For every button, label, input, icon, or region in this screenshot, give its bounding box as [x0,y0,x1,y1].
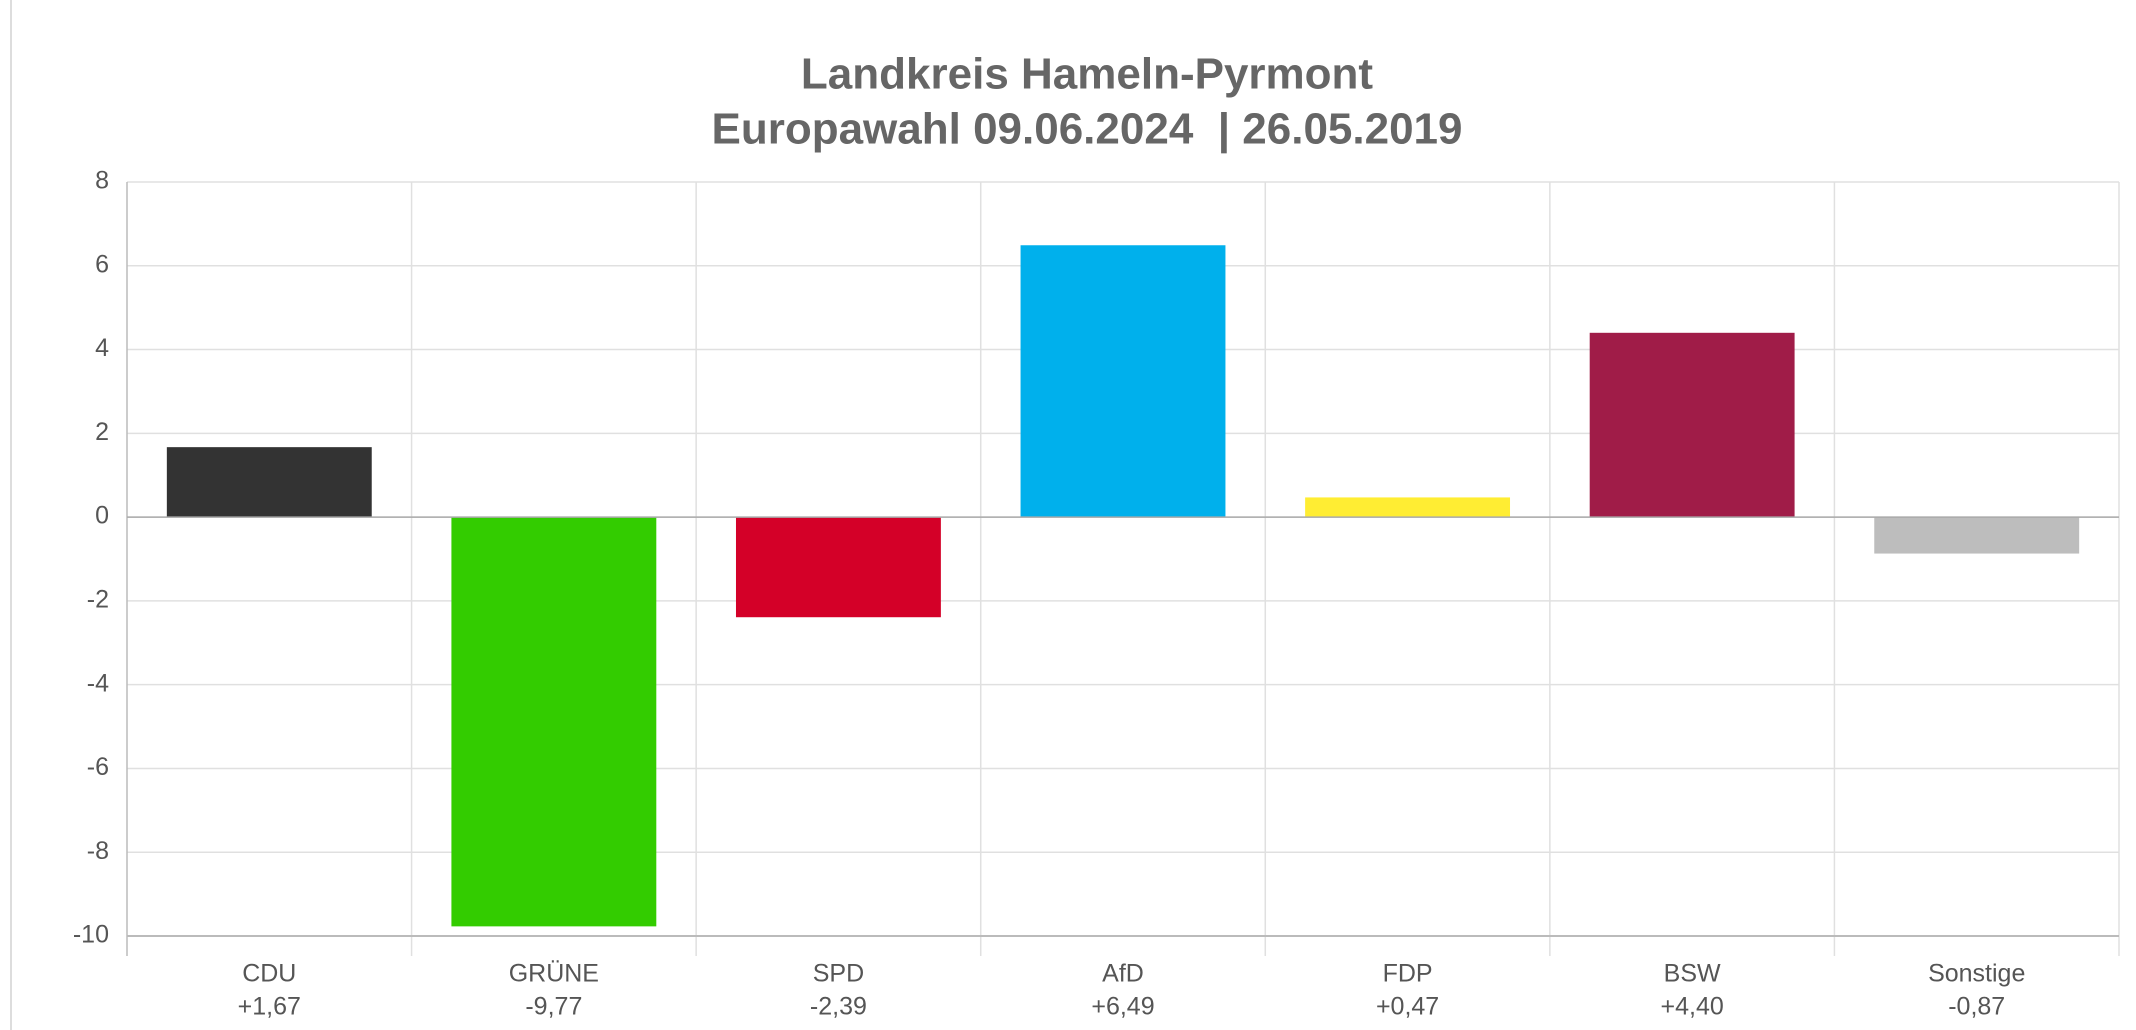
x-tick-label: Sonstige [1928,960,2025,988]
bar [166,447,372,518]
y-tick-label: -10 [73,921,109,949]
bar [1874,517,2080,554]
value-label: -9,77 [525,993,582,1021]
x-tick-label: AfD [1102,960,1144,988]
y-tick-label: -4 [87,669,109,697]
x-tick-label: BSW [1664,960,1721,988]
y-tick-label: 4 [95,334,109,362]
y-tick-label: -8 [87,837,109,865]
value-label: -0,87 [1948,993,2005,1021]
bar [451,517,657,927]
x-tick-label: FDP [1383,960,1433,988]
chart-subtitle: Europawahl 09.06.2024 | 26.05.2019 [711,105,1462,155]
bar [1020,245,1226,518]
chart-title: Landkreis Hameln-Pyrmont [801,50,1373,99]
bar [1305,497,1511,518]
y-tick-label: 6 [95,250,109,278]
y-tick-label: -2 [87,585,109,613]
y-tick-label: 0 [95,502,109,530]
value-label: +6,49 [1091,993,1154,1021]
y-tick-label: 8 [95,167,109,195]
value-label: +4,40 [1661,993,1724,1021]
value-label: +1,67 [238,993,301,1021]
value-label: +0,47 [1376,993,1439,1021]
bar [735,517,941,618]
value-label: -2,39 [810,993,867,1021]
x-tick-label: GRÜNE [509,960,599,988]
bar [1589,332,1795,518]
y-tick-label: 2 [95,418,109,446]
y-tick-label: -6 [87,753,109,781]
x-tick-label: SPD [813,960,864,988]
x-tick-label: CDU [242,960,296,988]
